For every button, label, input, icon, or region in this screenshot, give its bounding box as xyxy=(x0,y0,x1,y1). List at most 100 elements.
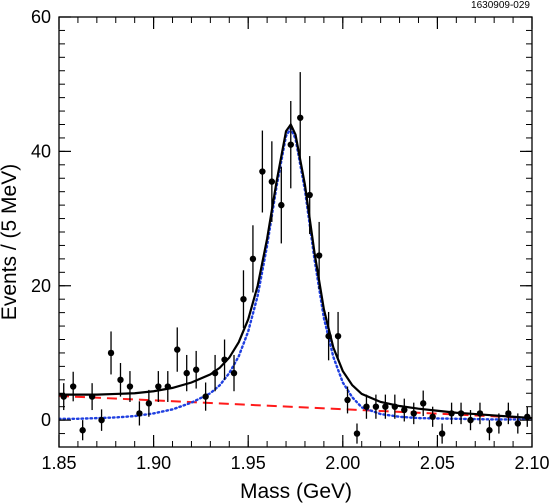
data-point xyxy=(353,423,361,444)
x-axis-title: Mass (GeV) xyxy=(240,480,352,503)
data-marker xyxy=(164,383,171,390)
data-point xyxy=(60,383,67,411)
data-marker xyxy=(126,383,134,390)
data-point xyxy=(297,72,304,164)
data-marker xyxy=(297,114,304,121)
data-marker xyxy=(174,346,181,353)
data-marker xyxy=(117,376,124,384)
data-marker xyxy=(192,366,200,373)
data-point xyxy=(107,331,115,375)
data-point xyxy=(145,389,153,417)
data-marker xyxy=(344,396,351,404)
data-point xyxy=(457,402,465,425)
data-point xyxy=(202,382,209,411)
x-tick-label: 1.85 xyxy=(41,453,76,473)
data-point xyxy=(268,141,276,222)
data-point xyxy=(514,413,522,434)
data-marker xyxy=(287,141,294,148)
data-marker xyxy=(448,410,455,417)
axes: 1.85 1.90 1.95 2.00 2.05 2.10 0 20 40 60 xyxy=(31,7,550,473)
data-marker xyxy=(211,369,219,377)
data-point xyxy=(221,339,228,380)
data-point xyxy=(315,221,323,290)
figure-id: 1630909-029 xyxy=(471,0,530,11)
data-point xyxy=(155,371,162,402)
data-marker xyxy=(306,191,313,199)
data-point xyxy=(230,354,238,392)
data-marker xyxy=(401,406,408,414)
data-point xyxy=(306,156,313,235)
data-marker xyxy=(438,430,446,437)
data-marker xyxy=(155,383,162,390)
data-point xyxy=(420,390,427,417)
data-marker xyxy=(334,332,342,340)
data-point xyxy=(259,130,266,213)
data-marker xyxy=(325,332,332,340)
data-marker xyxy=(486,427,493,434)
data-marker xyxy=(268,178,276,185)
data-marker xyxy=(60,393,67,400)
y-tick-label: 60 xyxy=(31,7,51,27)
data-marker xyxy=(221,356,228,363)
data-point xyxy=(410,402,417,425)
data-marker xyxy=(524,413,531,420)
data-marker xyxy=(476,410,484,417)
data-point xyxy=(476,402,484,425)
data-marker xyxy=(98,416,105,424)
data-point xyxy=(495,413,503,434)
data-point xyxy=(391,394,399,419)
data-marker xyxy=(259,168,266,175)
data-point xyxy=(505,402,512,425)
data-marker xyxy=(505,410,512,417)
data-point xyxy=(278,166,285,244)
x-tick-label: 2.05 xyxy=(420,453,455,473)
data-point xyxy=(438,423,446,444)
data-point xyxy=(126,371,134,402)
data-marker xyxy=(429,413,436,420)
data-point xyxy=(467,410,474,431)
x-tick-label: 1.95 xyxy=(231,453,266,473)
data-marker xyxy=(467,416,474,424)
data-marker xyxy=(391,403,399,410)
data-marker xyxy=(372,403,380,410)
data-marker xyxy=(183,369,190,377)
data-point xyxy=(363,394,370,419)
y-axis-title: Events / (5 MeV) xyxy=(0,164,21,320)
data-point xyxy=(372,394,380,419)
data-point xyxy=(524,406,531,427)
data-marker xyxy=(315,252,323,259)
data-point xyxy=(344,386,351,414)
data-point xyxy=(401,398,408,422)
data-point xyxy=(240,270,247,329)
data-point xyxy=(164,371,171,402)
data-point xyxy=(334,311,342,361)
data-point xyxy=(448,402,455,425)
data-point xyxy=(211,354,219,392)
data-point xyxy=(486,420,493,441)
data-point xyxy=(183,354,190,392)
data-marker xyxy=(202,393,209,400)
data-point xyxy=(98,409,105,431)
data-marker xyxy=(363,403,370,410)
data-point xyxy=(117,363,124,397)
data-marker xyxy=(230,369,238,377)
data-point xyxy=(192,350,200,389)
data-point xyxy=(287,100,294,189)
data-marker xyxy=(79,427,86,434)
data-points xyxy=(60,72,531,444)
data-marker xyxy=(420,400,427,407)
data-marker xyxy=(353,430,361,437)
data-marker xyxy=(249,255,257,263)
data-marker xyxy=(382,403,389,410)
data-point xyxy=(79,420,86,441)
data-marker xyxy=(69,383,77,390)
data-marker xyxy=(136,410,143,417)
data-point xyxy=(249,225,257,293)
data-marker xyxy=(88,393,96,400)
data-point xyxy=(174,327,181,372)
data-marker xyxy=(107,349,115,357)
data-marker xyxy=(240,295,247,303)
data-point xyxy=(69,371,77,402)
data-point xyxy=(136,401,143,426)
